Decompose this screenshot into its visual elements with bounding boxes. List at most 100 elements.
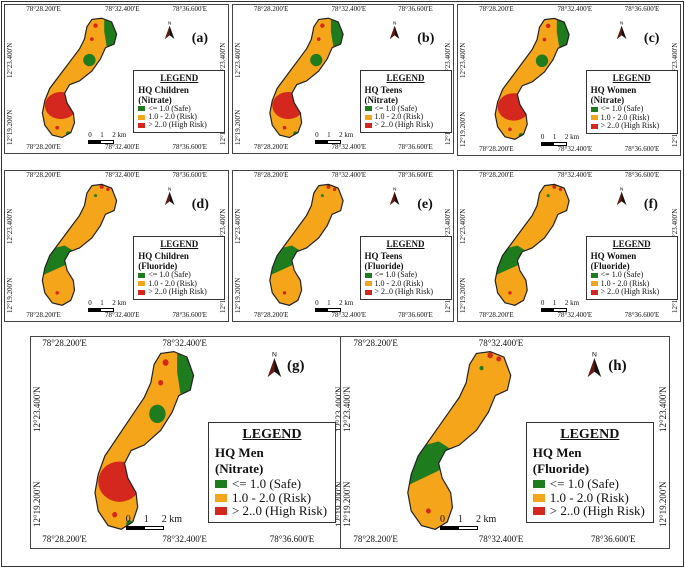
scale-one: 1 bbox=[327, 298, 331, 307]
legend-param: (Nitrate) bbox=[364, 94, 399, 105]
longitude-label: 78°32.400'E bbox=[105, 143, 140, 151]
longitude-label: 78°28.200'E bbox=[479, 171, 514, 179]
map-panel-2: 78°28.200'E 78°32.400'E 78°36.600'E 78°28.2… bbox=[232, 4, 454, 154]
scale-one: 1 bbox=[458, 513, 463, 525]
panel-label: (b) bbox=[417, 30, 435, 46]
longitude-label: 78°36.600'E bbox=[172, 171, 208, 179]
longitude-label: 78°28.200'E bbox=[42, 534, 87, 544]
basin-map bbox=[458, 171, 682, 323]
legend-box: LEGEND HQ Men (Nitrate) <= 1.0 (Safe) 1.0 - … bbox=[207, 422, 336, 524]
panel-label: (f) bbox=[643, 196, 658, 212]
legend-title: LEGEND bbox=[386, 239, 425, 250]
basin-map bbox=[233, 5, 455, 155]
legend-risk-label: 1.0 - 2.0 (Risk) bbox=[148, 278, 197, 288]
legend-param: (Fluoride) bbox=[364, 261, 404, 272]
basin-outline bbox=[495, 18, 569, 139]
longitude-label: 78°28.200'E bbox=[253, 171, 289, 179]
longitude-label: 78°32.400'E bbox=[162, 534, 207, 544]
longitude-label: 78°32.400'E bbox=[557, 311, 593, 319]
legend-box: LEGEND HQ Children (Fluoride) <= 1.0 (Safe)… bbox=[133, 236, 226, 300]
legend-hq: HQ Children bbox=[138, 251, 189, 262]
scale-two: 2 km bbox=[112, 298, 127, 307]
scale-one: 1 bbox=[100, 298, 104, 307]
legend-param: (Nitrate) bbox=[138, 94, 172, 105]
legend-row-high: > 2..0 (High Risk) bbox=[138, 120, 220, 129]
basin-map bbox=[5, 171, 230, 323]
high-risk-point bbox=[508, 127, 512, 132]
legend-high-label: > 2..0 (High Risk) bbox=[549, 503, 645, 519]
legend-param: (Fluoride) bbox=[590, 261, 630, 272]
legend-row-risk: 1.0 - 2.0 (Risk) bbox=[138, 111, 220, 121]
longitude-label: 78°36.600'E bbox=[624, 171, 660, 179]
longitude-label: 78°32.400'E bbox=[105, 171, 140, 179]
legend-row-safe: <= 1.0 (Safe) bbox=[138, 104, 220, 113]
high-risk-point bbox=[320, 23, 325, 28]
legend-row-safe: <= 1.0 (Safe) bbox=[138, 270, 220, 279]
north-label: N bbox=[620, 187, 624, 193]
panel-label: (a) bbox=[191, 30, 209, 46]
scale-one: 1 bbox=[327, 131, 331, 139]
high-risk-point bbox=[99, 184, 104, 189]
high-risk-point bbox=[55, 125, 60, 130]
longitude-label: 78°32.400'E bbox=[105, 5, 140, 13]
high-risk-point bbox=[316, 37, 321, 41]
legend-title: LEGEND bbox=[560, 427, 620, 443]
longitude-label: 78°28.200'E bbox=[26, 5, 61, 13]
north-arrow-icon: N bbox=[163, 186, 176, 214]
scale-one: 1 bbox=[143, 513, 149, 525]
high-risk-point bbox=[545, 23, 551, 29]
legend-row-high: > 2..0 (High Risk) bbox=[364, 120, 447, 129]
legend-risk-label: 1.0 - 2.0 (Risk) bbox=[374, 278, 424, 288]
legend-risk-label: 1.0 - 2.0 (Risk) bbox=[374, 111, 424, 121]
longitude-label: 78°32.400'E bbox=[162, 338, 207, 348]
scale-zero: 0 bbox=[440, 513, 445, 525]
longitude-label: 78°28.200'E bbox=[353, 534, 398, 544]
basin-outline bbox=[95, 352, 194, 530]
north-arrow-icon: N bbox=[615, 186, 628, 214]
north-label: N bbox=[393, 187, 397, 193]
legend-safe-label: <= 1.0 (Safe) bbox=[374, 270, 418, 280]
longitude-label: 78°28.200'E bbox=[479, 5, 514, 13]
high-risk-point bbox=[332, 187, 337, 192]
legend-row-risk: 1.0 - 2.0 (Risk) bbox=[364, 278, 447, 288]
high-risk-point bbox=[508, 291, 512, 295]
scale-one: 1 bbox=[552, 298, 557, 307]
legend-hq: HQ Women bbox=[590, 251, 637, 262]
high-risk-zone bbox=[272, 92, 305, 120]
high-risk-zone bbox=[98, 461, 141, 502]
basin-risk-area bbox=[269, 184, 344, 306]
longitude-label: 78°36.600'E bbox=[398, 311, 433, 319]
basin-outline bbox=[270, 184, 343, 305]
scale-zero: 0 bbox=[540, 298, 545, 307]
legend-row-high: > 2..0 (High Risk) bbox=[590, 287, 673, 296]
north-label: N bbox=[167, 21, 171, 27]
high-risk-point bbox=[112, 511, 118, 518]
scale-zero: 0 bbox=[315, 298, 319, 307]
basin-risk-area bbox=[407, 351, 511, 530]
legend-safe-label: <= 1.0 (Safe) bbox=[231, 476, 302, 492]
longitude-label: 78°36.600'E bbox=[624, 311, 660, 319]
panel-label: (c) bbox=[643, 30, 660, 46]
north-label: N bbox=[393, 21, 397, 27]
longitude-label: 78°36.600'E bbox=[624, 145, 660, 153]
longitude-label: 78°36.600'E bbox=[398, 171, 433, 179]
legend-safe-label: <= 1.0 (Safe) bbox=[549, 476, 619, 492]
longitude-label: 78°28.200'E bbox=[479, 311, 514, 319]
north-label: N bbox=[167, 187, 171, 193]
map-panel-4: 78°28.200'E 78°32.400'E 78°36.600'E 78°28.2… bbox=[4, 170, 229, 322]
north-label: N bbox=[272, 352, 277, 359]
legend-hq: HQ Children bbox=[138, 84, 189, 95]
safe-zone-center bbox=[535, 54, 549, 68]
legend-risk-label: 1.0 - 2.0 (Risk) bbox=[148, 111, 197, 121]
longitude-label: 78°28.200'E bbox=[253, 143, 289, 151]
scale-zero: 0 bbox=[315, 131, 319, 139]
legend-hq: HQ Men bbox=[532, 445, 582, 461]
legend-row-safe: <= 1.0 (Safe) bbox=[532, 476, 647, 492]
legend-row-high: > 2..0 (High Risk) bbox=[532, 503, 647, 519]
longitude-label: 78°28.200'E bbox=[253, 311, 289, 319]
